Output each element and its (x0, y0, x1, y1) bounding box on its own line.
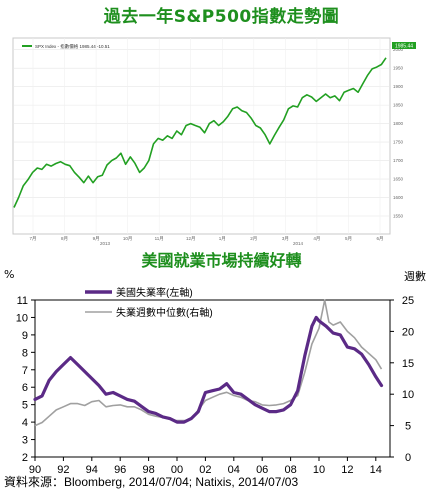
left-y-tick-label: 4 (22, 417, 28, 429)
x-tick-label: 00 (171, 464, 183, 475)
x-ticks: 90 92 94 96 98 00 02 04 06 08 10 12 14 (29, 457, 382, 475)
right-y-tick-label: 15 (402, 358, 414, 370)
top-chart-title: 過去一年S&P500指數走勢圖 (103, 7, 340, 27)
sp500-year-label: 2014 (293, 241, 304, 245)
x-tick-label: 02 (199, 464, 211, 475)
x-tick-label: 14 (370, 464, 382, 475)
sp500-y-tick-label: 1800 (393, 121, 404, 126)
left-y-tick-label: 6 (22, 382, 28, 394)
x-tick-label: 94 (86, 464, 98, 475)
right-y-tick-label: 20 (402, 326, 414, 338)
sp500-y-tick-label: 1750 (393, 140, 404, 145)
sp500-y-tick-label: 1900 (393, 84, 404, 89)
sp500-x-tick-label: 5月 (345, 236, 352, 242)
sp500-x-ticks: 7月 8月 9月 10月 11月 12月 1月 2月 3月 4月 5月 6月 2013 2014 (29, 38, 384, 245)
duration-series-line (34, 299, 383, 427)
sp500-x-tick-label: 8月 (61, 236, 68, 242)
sp500-x-tick-label: 11月 (155, 236, 164, 242)
left-axis-unit: % (4, 268, 15, 281)
x-tick-label: 90 (29, 464, 41, 475)
sp500-y-tick-label: 1550 (393, 214, 404, 219)
sp500-year-label: 2013 (100, 241, 111, 245)
right-axis-unit: 週數 (404, 270, 426, 283)
x-tick-label: 12 (341, 464, 353, 475)
left-y-tick-label: 10 (16, 312, 28, 324)
sp500-chart: SPX Index - 指數價格 1985.44 -10.51 1550 1600… (12, 37, 416, 245)
left-y-tick-label: 8 (22, 347, 28, 359)
sp500-legend: SPX Index - 指數價格 1985.44 -10.51 (22, 43, 110, 50)
right-y-tick-label: 0 (405, 452, 411, 464)
sp500-x-tick-label: 3月 (282, 236, 289, 242)
unemployment-legend: 美國失業率(左軸) 失業週數中位數(右軸) (85, 286, 213, 319)
left-y-ticks: 2 3 4 5 6 7 8 9 10 11 (16, 295, 35, 464)
unemployment-chart: 2 3 4 5 6 7 8 9 10 11 0 5 10 15 20 25 90 92 94 96 98 00 02 04… (16, 286, 414, 475)
sp500-y-tick-label: 2000 (393, 47, 404, 52)
left-y-tick-label: 7 (22, 365, 28, 377)
right-y-tick-label: 25 (402, 295, 414, 307)
sp500-y-tick-label: 1850 (393, 103, 404, 108)
sp500-last-value-box: 1985.44 (392, 42, 416, 50)
right-y-tick-label: 5 (405, 421, 411, 433)
legend-duration-weeks: 失業週數中位數(右軸) (116, 306, 213, 319)
right-y-ticks: 0 5 10 15 20 25 (390, 295, 414, 464)
sp500-x-tick-label: 1月 (219, 236, 226, 242)
left-y-tick-label: 11 (17, 295, 28, 307)
x-tick-label: 04 (228, 464, 240, 475)
sp500-y-tick-label: 1600 (393, 195, 404, 200)
x-tick-label: 06 (256, 464, 268, 475)
left-y-tick-label: 2 (22, 452, 28, 464)
unemployment-plot-frame (34, 299, 391, 458)
x-tick-label: 98 (142, 464, 154, 475)
sp500-x-tick-label: 4月 (313, 236, 320, 242)
sp500-x-tick-label: 12月 (186, 236, 196, 242)
unemployment-series (33, 299, 384, 427)
sp500-x-tick-label: 2月 (250, 236, 257, 242)
right-y-tick-label: 10 (402, 389, 414, 401)
source-note: 資料來源：Bloomberg, 2014/07/04; Natixis, 201… (4, 475, 299, 489)
sp500-x-tick-label: 6月 (376, 236, 383, 242)
sp500-x-tick-label: 7月 (29, 236, 36, 242)
sp500-x-tick-label: 9月 (93, 236, 100, 242)
legend-unemployment-rate: 美國失業率(左軸) (116, 286, 193, 299)
left-y-tick-label: 3 (22, 435, 28, 447)
sp500-series (13, 57, 387, 208)
mid-chart-title: 美國就業市場持續好轉 (141, 251, 302, 270)
x-tick-label: 08 (284, 464, 296, 475)
left-y-tick-label: 5 (22, 400, 28, 412)
sp500-plot-frame (12, 37, 391, 235)
sp500-y-ticks: 1550 1600 1650 1700 1750 1800 1850 1900 1950 2000 (13, 47, 404, 219)
left-y-tick-label: 9 (22, 330, 28, 342)
sp500-y-tick-label: 1950 (393, 66, 404, 71)
x-tick-label: 92 (57, 464, 69, 475)
sp500-series-line (13, 57, 387, 208)
sp500-y-tick-label: 1650 (393, 177, 404, 182)
sp500-last-value: 1985.44 (395, 44, 413, 50)
sp500-x-tick-label: 10月 (123, 236, 133, 242)
sp500-legend-text: SPX Index - 指數價格 1985.44 -10.51 (35, 43, 110, 50)
x-tick-label: 10 (313, 464, 325, 475)
unemployment-rate-series-line (33, 315, 384, 424)
sp500-y-tick-label: 1700 (393, 158, 404, 163)
x-tick-label: 96 (114, 464, 126, 475)
